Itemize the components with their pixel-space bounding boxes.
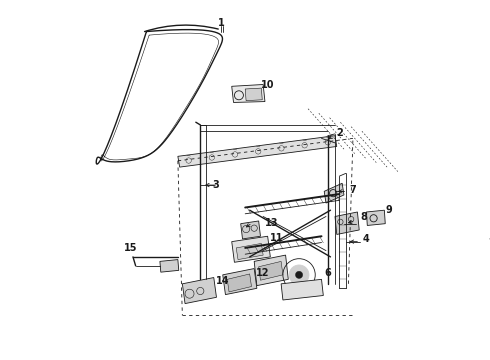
Polygon shape	[324, 183, 344, 203]
Text: 1: 1	[218, 18, 224, 28]
Polygon shape	[245, 88, 262, 101]
Polygon shape	[236, 243, 263, 260]
Text: 15: 15	[124, 243, 138, 253]
Polygon shape	[254, 255, 288, 285]
Text: 2: 2	[336, 128, 343, 138]
Text: 7: 7	[349, 185, 356, 194]
Circle shape	[295, 271, 303, 278]
Text: 6: 6	[324, 268, 331, 278]
Polygon shape	[232, 236, 270, 262]
Polygon shape	[160, 260, 179, 272]
Circle shape	[289, 265, 309, 285]
Polygon shape	[227, 274, 251, 292]
Text: 10: 10	[261, 80, 274, 90]
Polygon shape	[335, 212, 359, 234]
Text: 8: 8	[360, 212, 367, 222]
Polygon shape	[232, 85, 265, 103]
Polygon shape	[223, 269, 257, 294]
Polygon shape	[241, 221, 261, 239]
Polygon shape	[182, 278, 217, 303]
Polygon shape	[178, 136, 337, 167]
Text: 13: 13	[266, 218, 279, 228]
Text: 4: 4	[363, 234, 370, 244]
Polygon shape	[259, 261, 283, 280]
Text: 9: 9	[386, 205, 392, 215]
Text: 3: 3	[212, 180, 219, 190]
Text: 14: 14	[216, 276, 229, 286]
Polygon shape	[367, 210, 385, 225]
Polygon shape	[281, 279, 323, 300]
Text: 5: 5	[489, 232, 490, 242]
Text: 11: 11	[270, 233, 283, 243]
Text: 12: 12	[256, 268, 270, 278]
